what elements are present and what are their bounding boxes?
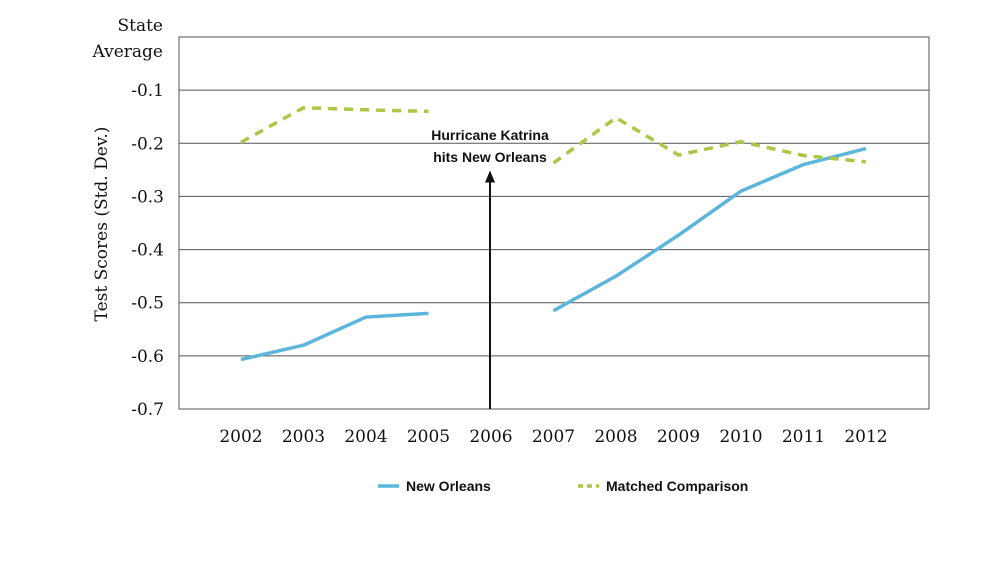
y-tick-label: -0.6 [131, 347, 164, 367]
y-tick-label: -0.1 [131, 81, 164, 101]
x-tick-label: 2007 [532, 427, 575, 447]
series-line-matched-comparison [552, 116, 867, 165]
annotation: Hurricane Katrina hits New Orleans [431, 127, 549, 409]
y-tick-label: -0.4 [131, 241, 164, 261]
x-tick-label: 2006 [469, 427, 512, 447]
x-tick-label: 2008 [594, 427, 637, 447]
legend-label-matched-comparison: Matched Comparison [606, 478, 748, 494]
y-tick-label: -0.7 [131, 400, 164, 420]
y-tick-label: -0.3 [131, 187, 164, 207]
series-line-matched-comparison [240, 105, 429, 144]
series [240, 105, 867, 362]
grid [178, 36, 930, 410]
plot-frame [178, 36, 930, 410]
annotation-line2: hits New Orleans [433, 149, 547, 165]
series-line-new-orleans [552, 146, 867, 313]
y-axis-top-label-line2: Average [92, 42, 163, 62]
x-tick-label: 2004 [344, 427, 387, 447]
x-tick-label: 2002 [219, 427, 262, 447]
x-tick-label: 2003 [282, 427, 325, 447]
x-tick-label: 2011 [782, 427, 825, 447]
y-axis-top-label-line1: State [117, 16, 163, 36]
annotation-arrowhead [485, 170, 495, 183]
x-tick-label: 2005 [407, 427, 450, 447]
legend-label-new-orleans: New Orleans [406, 478, 491, 494]
y-tick-label: -0.2 [131, 134, 164, 154]
y-axis-ticks: -0.1 -0.2 -0.3 -0.4 -0.5 -0.6 -0.7 [131, 81, 164, 420]
y-axis-title: Test Scores (Std. Dev.) [92, 127, 112, 322]
legend: New Orleans Matched Comparison [378, 478, 748, 494]
series-line-new-orleans [240, 311, 429, 362]
x-tick-label: 2012 [844, 427, 887, 447]
x-tick-label: 2009 [657, 427, 700, 447]
y-tick-label: -0.5 [131, 294, 164, 314]
annotation-line1: Hurricane Katrina [431, 127, 549, 143]
x-axis-ticks: 2002 2003 2004 2005 2006 2007 2008 2009 2010 2011… [219, 427, 887, 447]
x-tick-label: 2010 [719, 427, 762, 447]
